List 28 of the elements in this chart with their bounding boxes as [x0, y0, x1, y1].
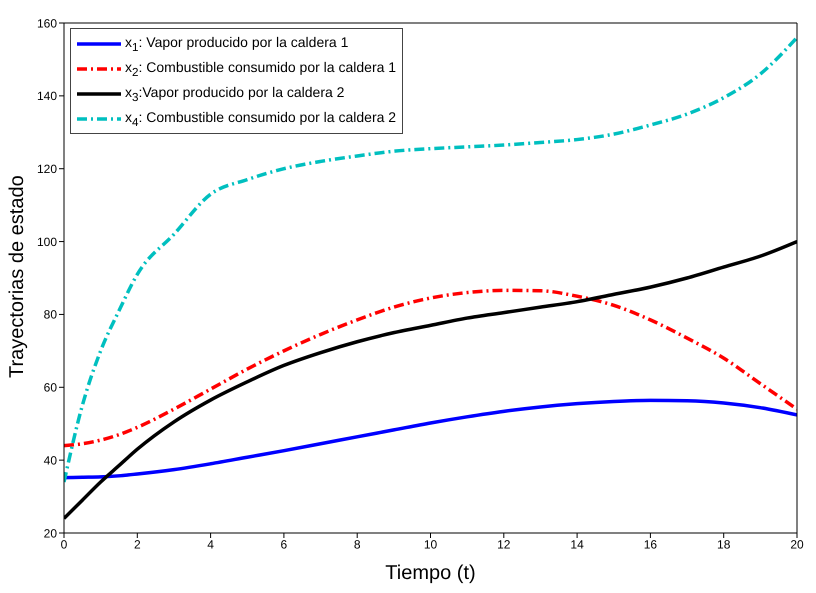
x-tick-label: 4: [207, 538, 214, 552]
x-tick-label: 2: [134, 538, 141, 552]
y-tick-label: 60: [44, 380, 58, 395]
x-tick-label: 6: [280, 538, 288, 552]
x-tick-label: 12: [497, 538, 511, 552]
x-tick-label: 0: [60, 538, 68, 552]
x-tick-label: 20: [790, 538, 804, 552]
x-axis-title: Tiempo (t): [385, 562, 476, 584]
legend-label: x$_{4}$: Combustible consumido por la caldera 2: [125, 108, 396, 128]
y-tick-label: 20: [44, 526, 58, 540]
y-tick-label: 160: [36, 16, 58, 30]
legend-label: x$_{3}$:Vapor producido por la caldera 2: [125, 84, 344, 104]
line-series: [64, 36, 797, 484]
x-tick-label: 14: [570, 538, 584, 552]
line-series: [64, 288, 797, 448]
x-tick-label: 18: [717, 538, 731, 552]
y-tick-label: 100: [36, 234, 58, 249]
y-tick-label: 80: [44, 308, 58, 322]
line-series: [64, 398, 797, 480]
legend-label: x$_{2}$: Combustible consumido por la caldera 1: [125, 58, 396, 78]
x-tick-label: 8: [354, 538, 361, 552]
y-tick-label: 120: [36, 162, 58, 176]
y-tick-label: 40: [44, 453, 58, 468]
x-tick-label: 16: [644, 538, 658, 552]
y-tick-label: 140: [36, 89, 58, 104]
legend-label: x$_{1}$: Vapor producido por la caldera 1: [125, 34, 348, 54]
x-tick-label: 10: [424, 538, 438, 552]
y-axis-title: Trayectorias de estado: [6, 175, 28, 378]
